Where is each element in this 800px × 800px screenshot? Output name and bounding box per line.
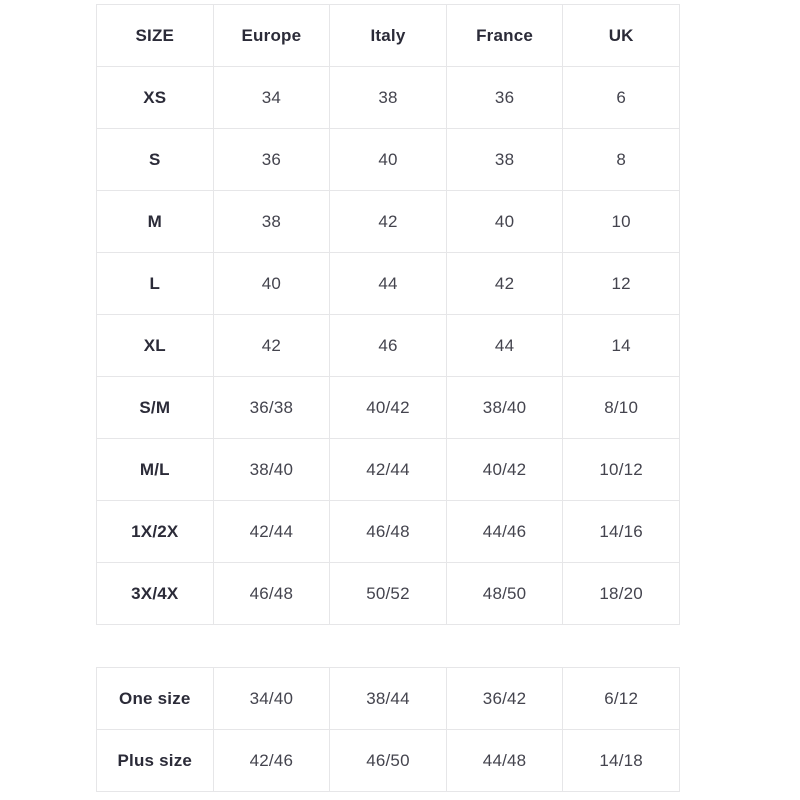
cell-europe: 38 — [212, 190, 331, 253]
column-header-size: SIZE — [96, 4, 214, 67]
size-conversion-table: SIZE Europe Italy France UK XS 34 38 36 … — [96, 4, 680, 625]
cell-italy: 46 — [329, 314, 447, 377]
cell-europe: 40 — [212, 252, 331, 315]
cell-france: 38/40 — [445, 376, 564, 439]
cell-europe: 42/46 — [212, 729, 331, 792]
cell-uk: 10 — [562, 190, 680, 253]
table-row: S/M 36/38 40/42 38/40 8/10 — [96, 376, 680, 439]
cell-europe: 36 — [212, 128, 331, 191]
table-row: M/L 38/40 42/44 40/42 10/12 — [96, 438, 680, 501]
cell-uk: 14/18 — [562, 729, 680, 792]
row-label: 1X/2X — [96, 500, 214, 563]
column-header-uk: UK — [562, 4, 680, 67]
cell-italy: 38 — [329, 66, 447, 129]
cell-uk: 18/20 — [562, 562, 680, 625]
cell-france: 38 — [445, 128, 564, 191]
table-body: XS 34 38 36 6 S 36 40 38 8 M 38 42 40 10 — [96, 66, 680, 625]
row-label: One size — [96, 667, 214, 730]
column-header-france: France — [445, 4, 564, 67]
cell-europe: 46/48 — [212, 562, 331, 625]
cell-france: 36 — [445, 66, 564, 129]
cell-uk: 6/12 — [562, 667, 680, 730]
cell-italy: 42 — [329, 190, 447, 253]
table-row: M 38 42 40 10 — [96, 190, 680, 253]
cell-europe: 42/44 — [212, 500, 331, 563]
cell-france: 48/50 — [445, 562, 564, 625]
cell-italy: 38/44 — [329, 667, 447, 730]
cell-france: 44/48 — [445, 729, 564, 792]
cell-europe: 38/40 — [212, 438, 331, 501]
cell-italy: 46/50 — [329, 729, 447, 792]
table-row: Plus size 42/46 46/50 44/48 14/18 — [96, 729, 680, 792]
cell-europe: 36/38 — [212, 376, 331, 439]
table-row: 1X/2X 42/44 46/48 44/46 14/16 — [96, 500, 680, 563]
cell-europe: 34 — [212, 66, 331, 129]
cell-italy: 44 — [329, 252, 447, 315]
cell-france: 44/46 — [445, 500, 564, 563]
cell-europe: 42 — [212, 314, 331, 377]
table-row: XL 42 46 44 14 — [96, 314, 680, 377]
row-label: M — [96, 190, 214, 253]
cell-uk: 6 — [562, 66, 680, 129]
cell-italy: 42/44 — [329, 438, 447, 501]
header-row: SIZE Europe Italy France UK — [96, 4, 680, 67]
table-body: One size 34/40 38/44 36/42 6/12 Plus siz… — [96, 667, 680, 792]
table-header: SIZE Europe Italy France UK — [96, 4, 680, 67]
cell-france: 36/42 — [445, 667, 564, 730]
row-label: XL — [96, 314, 214, 377]
table-row: One size 34/40 38/44 36/42 6/12 — [96, 667, 680, 730]
row-label: 3X/4X — [96, 562, 214, 625]
cell-italy: 40/42 — [329, 376, 447, 439]
row-label: Plus size — [96, 729, 214, 792]
one-size-conversion-table: One size 34/40 38/44 36/42 6/12 Plus siz… — [96, 667, 680, 792]
row-label: XS — [96, 66, 214, 129]
cell-europe: 34/40 — [212, 667, 331, 730]
table-row: 3X/4X 46/48 50/52 48/50 18/20 — [96, 562, 680, 625]
cell-italy: 46/48 — [329, 500, 447, 563]
row-label: L — [96, 252, 214, 315]
cell-uk: 8/10 — [562, 376, 680, 439]
cell-uk: 12 — [562, 252, 680, 315]
table-row: XS 34 38 36 6 — [96, 66, 680, 129]
cell-france: 40/42 — [445, 438, 564, 501]
row-label: S/M — [96, 376, 214, 439]
cell-france: 40 — [445, 190, 564, 253]
cell-italy: 40 — [329, 128, 447, 191]
cell-uk: 14/16 — [562, 500, 680, 563]
row-label: M/L — [96, 438, 214, 501]
cell-france: 42 — [445, 252, 564, 315]
column-header-italy: Italy — [329, 4, 447, 67]
row-label: S — [96, 128, 214, 191]
table-row: L 40 44 42 12 — [96, 252, 680, 315]
cell-uk: 14 — [562, 314, 680, 377]
column-header-europe: Europe — [212, 4, 331, 67]
cell-uk: 8 — [562, 128, 680, 191]
cell-france: 44 — [445, 314, 564, 377]
cell-uk: 10/12 — [562, 438, 680, 501]
cell-italy: 50/52 — [329, 562, 447, 625]
table-row: S 36 40 38 8 — [96, 128, 680, 191]
